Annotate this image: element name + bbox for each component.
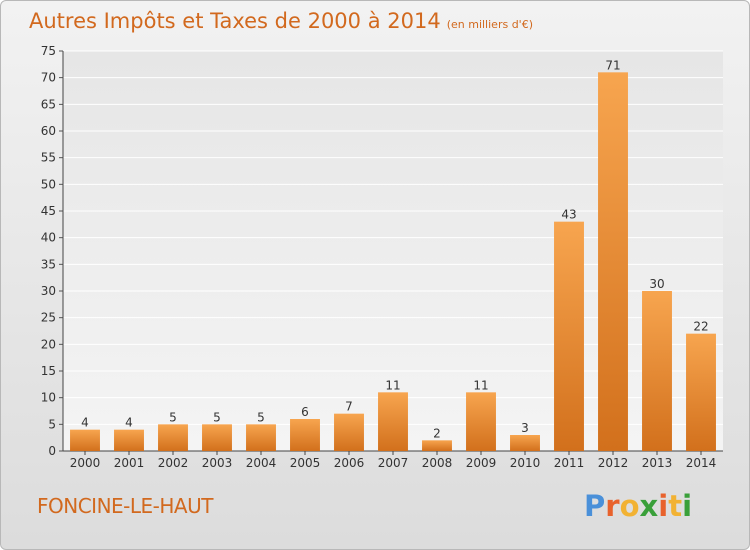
y-tick-label: 5 xyxy=(48,417,56,431)
y-tick-label: 15 xyxy=(41,364,56,378)
bar xyxy=(466,392,496,451)
logo-letter: i xyxy=(682,489,693,523)
logo-letter: i xyxy=(658,489,669,523)
bar-value-label: 7 xyxy=(345,400,353,414)
y-tick-label: 20 xyxy=(41,337,56,351)
y-tick-label: 30 xyxy=(41,284,56,298)
x-tick-label: 2009 xyxy=(466,456,497,470)
bar-value-label: 4 xyxy=(125,416,133,430)
logo-letter: o xyxy=(619,489,640,523)
x-tick-label: 2012 xyxy=(598,456,629,470)
y-tick-label: 70 xyxy=(41,71,56,85)
bar xyxy=(642,291,672,451)
bar-value-label: 11 xyxy=(473,378,488,392)
bar xyxy=(246,424,276,451)
y-tick-label: 50 xyxy=(41,177,56,191)
x-tick-label: 2007 xyxy=(378,456,409,470)
bar xyxy=(378,392,408,451)
x-tick-label: 2002 xyxy=(158,456,189,470)
bar-value-label: 71 xyxy=(605,58,620,72)
x-tick-label: 2000 xyxy=(70,456,101,470)
y-tick-label: 10 xyxy=(41,391,56,405)
x-tick-label: 2005 xyxy=(290,456,321,470)
x-tick-label: 2001 xyxy=(114,456,145,470)
x-tick-label: 2004 xyxy=(246,456,277,470)
bar xyxy=(554,221,584,451)
bar xyxy=(70,429,100,451)
y-tick-label: 45 xyxy=(41,204,56,218)
x-tick-label: 2013 xyxy=(642,456,673,470)
chart-subtitle: (en milliers d'€) xyxy=(446,18,533,31)
bar-value-label: 22 xyxy=(693,320,708,334)
proxiti-logo[interactable]: Proxiti xyxy=(584,489,692,523)
x-tick-label: 2008 xyxy=(422,456,453,470)
bar-value-label: 5 xyxy=(169,410,177,424)
bar xyxy=(598,72,628,451)
logo-letter: x xyxy=(639,489,659,523)
bar-value-label: 5 xyxy=(213,410,221,424)
bar xyxy=(114,429,144,451)
y-tick-label: 75 xyxy=(41,44,56,58)
chart-title-text: Autres Impôts et Taxes de 2000 à 2014 xyxy=(29,9,441,33)
y-tick-label: 55 xyxy=(41,151,56,165)
bar xyxy=(158,424,188,451)
y-tick-label: 25 xyxy=(41,311,56,325)
bar-value-label: 2 xyxy=(433,426,441,440)
place-name: FONCINE-LE-HAUT xyxy=(37,494,213,518)
bar-value-label: 30 xyxy=(649,277,664,291)
x-tick-label: 2003 xyxy=(202,456,233,470)
y-tick-label: 35 xyxy=(41,257,56,271)
x-tick-label: 2006 xyxy=(334,456,365,470)
bar xyxy=(686,333,716,451)
bar xyxy=(202,424,232,451)
logo-letter: t xyxy=(668,489,683,523)
logo-letter: P xyxy=(584,489,606,523)
bar xyxy=(334,413,364,451)
bar xyxy=(290,419,320,451)
bar-value-label: 6 xyxy=(301,405,309,419)
chart-title: Autres Impôts et Taxes de 2000 à 2014 (en… xyxy=(29,9,533,33)
x-tick-label: 2010 xyxy=(510,456,541,470)
bar xyxy=(422,440,452,451)
bar-value-label: 11 xyxy=(385,378,400,392)
logo-letter: r xyxy=(605,489,620,523)
y-tick-label: 0 xyxy=(48,444,56,458)
bar-value-label: 4 xyxy=(81,416,89,430)
x-tick-label: 2014 xyxy=(686,456,717,470)
y-tick-label: 60 xyxy=(41,124,56,138)
bar-value-label: 43 xyxy=(561,208,576,222)
x-tick-label: 2011 xyxy=(554,456,585,470)
bar-value-label: 3 xyxy=(521,421,529,435)
y-tick-label: 65 xyxy=(41,97,56,111)
bar-value-label: 5 xyxy=(257,410,265,424)
y-tick-label: 40 xyxy=(41,231,56,245)
bar xyxy=(510,435,540,451)
